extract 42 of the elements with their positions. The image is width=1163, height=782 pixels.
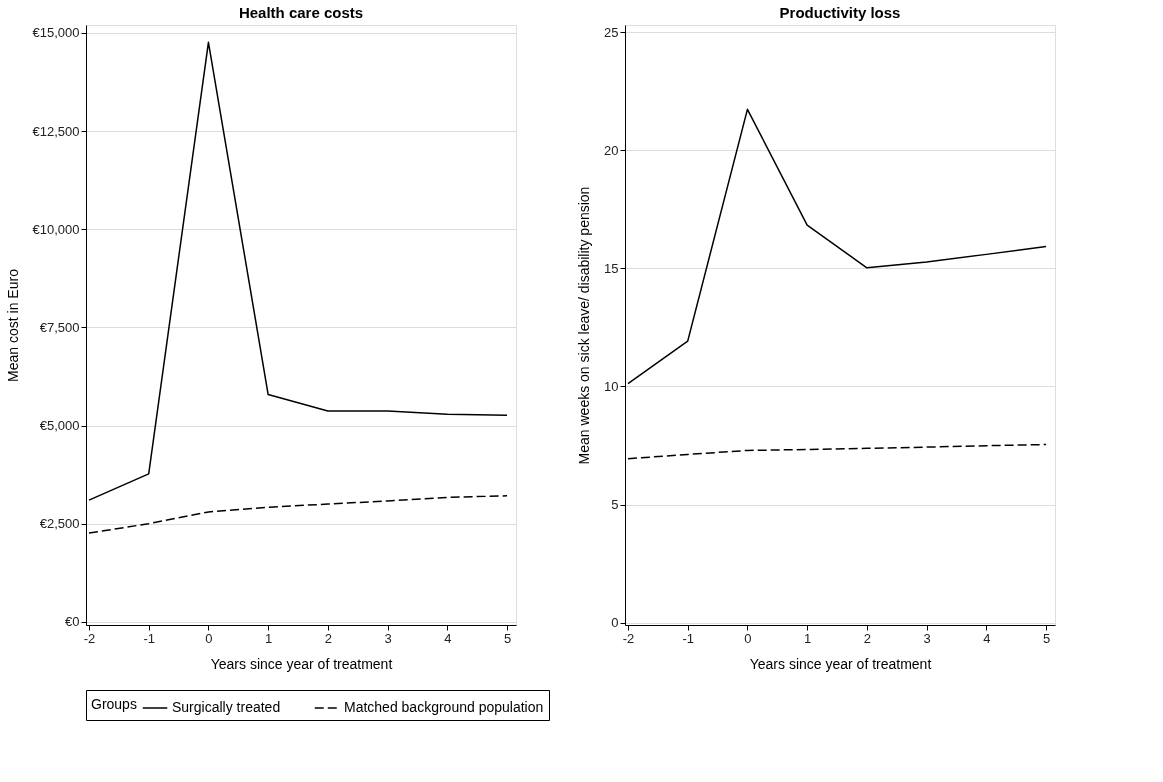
x-tick-label: 1 <box>265 630 273 646</box>
y-tick-label: €10,000 <box>32 221 80 237</box>
legend-title: Groups <box>91 696 137 712</box>
x-tick-label: 4 <box>983 630 991 646</box>
x-tick-label: 2 <box>863 630 871 646</box>
x-tick-label: 5 <box>503 630 512 646</box>
x-tick-label: 2 <box>324 630 332 646</box>
y-tick-label: €0 <box>65 614 80 630</box>
legend-label: Surgically treated <box>172 699 281 715</box>
y-axis-title: Mean cost in Euro <box>4 268 21 382</box>
y-tick-label: 25 <box>604 24 619 40</box>
x-tick-label: -1 <box>682 630 694 646</box>
x-tick-label: 1 <box>804 630 812 646</box>
y-tick-label: 10 <box>604 378 619 394</box>
x-axis-title: Years since year of treatment <box>210 655 393 672</box>
y-tick-label: 0 <box>611 615 619 631</box>
chart-title: Health care costs <box>238 4 364 21</box>
x-tick-label: 5 <box>1042 630 1051 646</box>
y-axis-title: Mean weeks on sick leave/ disability pension <box>576 186 593 465</box>
x-tick-label: 3 <box>923 630 931 646</box>
x-tick-label: 0 <box>205 630 213 646</box>
legend-label: Matched background population <box>344 699 544 715</box>
y-tick-label: €5,000 <box>39 418 80 434</box>
y-tick-label: €2,500 <box>39 516 80 532</box>
y-tick-label: 20 <box>604 142 619 158</box>
y-tick-label: €15,000 <box>32 25 80 41</box>
x-tick-label: -1 <box>143 630 155 646</box>
line-series <box>88 41 508 501</box>
line-series <box>627 108 1047 385</box>
line-series <box>88 495 508 534</box>
x-axis-title: Years since year of treatment <box>749 655 932 672</box>
y-tick-label: €7,500 <box>39 319 80 335</box>
x-tick-label: -2 <box>83 630 96 646</box>
y-tick-label: 5 <box>611 497 619 513</box>
x-tick-label: -2 <box>622 630 635 646</box>
chart-title: Productivity loss <box>779 4 901 21</box>
x-tick-label: 4 <box>444 630 452 646</box>
y-tick-label: €12,500 <box>32 123 80 139</box>
x-tick-label: 0 <box>744 630 752 646</box>
line-series <box>627 443 1047 460</box>
y-tick-label: 15 <box>604 260 619 276</box>
x-tick-label: 3 <box>384 630 392 646</box>
